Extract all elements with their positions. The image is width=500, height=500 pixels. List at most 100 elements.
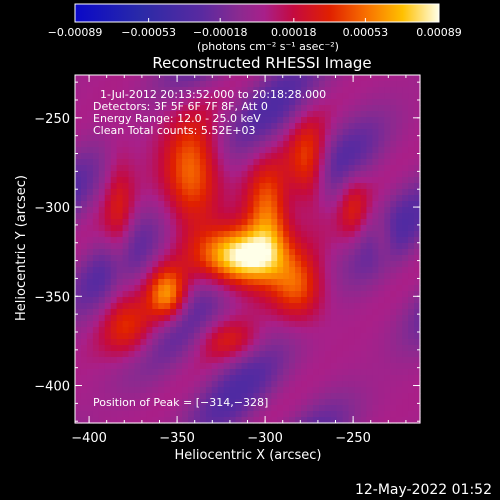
heatmap-cell: [92, 123, 100, 130]
heatmap-cell: [188, 267, 195, 274]
heatmap-cell: [271, 153, 278, 160]
heatmap-cell: [229, 357, 237, 364]
heatmap-cell: [390, 159, 397, 166]
heatmap-cell: [414, 279, 421, 286]
heatmap-cell: [134, 285, 142, 292]
heatmap-cell: [211, 105, 219, 112]
heatmap-cell: [301, 375, 308, 382]
heatmap-cell: [110, 129, 118, 136]
heatmap-cell: [348, 93, 356, 100]
heatmap-cell: [182, 159, 189, 166]
heatmap-cell: [134, 159, 142, 166]
heatmap-cell: [271, 327, 278, 334]
heatmap-cell: [140, 381, 147, 388]
heatmap-cell: [402, 177, 409, 184]
heatmap-cell: [92, 375, 100, 382]
heatmap-cell: [336, 399, 344, 406]
heatmap-cell: [342, 99, 350, 106]
heatmap-cell: [271, 243, 278, 250]
heatmap-cell: [217, 219, 225, 226]
heatmap-cell: [348, 195, 356, 202]
heatmap-cell: [253, 219, 260, 226]
heatmap-cell: [336, 297, 344, 304]
colorbar-tick-label: 0.00089: [416, 26, 462, 39]
heatmap-cell: [92, 81, 100, 88]
heatmap-cell: [408, 93, 415, 100]
heatmap-cell: [116, 267, 124, 274]
heatmap-cell: [247, 393, 255, 400]
heatmap-cell: [366, 405, 374, 412]
heatmap-cell: [360, 411, 368, 418]
heatmap-cell: [128, 339, 136, 346]
heatmap-cell: [205, 225, 213, 232]
heatmap-cell: [295, 381, 302, 388]
heatmap-cell: [211, 285, 219, 292]
heatmap-cell: [372, 189, 379, 196]
heatmap-cell: [330, 405, 338, 412]
heatmap-cell: [134, 339, 142, 346]
heatmap-cell: [211, 255, 219, 262]
heatmap-cell: [283, 201, 290, 208]
heatmap-cell: [414, 195, 421, 202]
heatmap-cell: [241, 171, 249, 178]
heatmap-cell: [324, 273, 332, 280]
heatmap-cell: [247, 195, 255, 202]
heatmap-cell: [104, 231, 112, 238]
heatmap-cell: [283, 105, 290, 112]
heatmap-cell: [205, 159, 213, 166]
heatmap-cell: [330, 75, 338, 82]
heatmap-cell: [396, 135, 403, 142]
heatmap-cell: [98, 87, 106, 94]
heatmap-cell: [92, 261, 100, 268]
heatmap-cell: [193, 369, 201, 376]
heatmap-cell: [360, 183, 368, 190]
heatmap-cell: [354, 393, 362, 400]
heatmap-cell: [92, 147, 100, 154]
heatmap-cell: [378, 201, 385, 208]
heatmap-cell: [152, 141, 159, 148]
heatmap-cell: [360, 345, 368, 352]
heatmap-cell: [366, 273, 374, 280]
heatmap-cell: [98, 177, 106, 184]
heatmap-cell: [271, 207, 278, 214]
heatmap-cell: [199, 333, 207, 340]
heatmap-cell: [342, 171, 350, 178]
heatmap-cell: [318, 291, 326, 298]
heatmap-cell: [330, 183, 338, 190]
heatmap-cell: [98, 165, 106, 172]
heatmap-cell: [301, 117, 308, 124]
heatmap-cell: [384, 387, 391, 394]
heatmap-cell: [152, 93, 159, 100]
heatmap-cell: [354, 405, 362, 412]
heatmap-cell: [318, 381, 326, 388]
heatmap-cell: [408, 117, 415, 124]
heatmap-cell: [402, 111, 409, 118]
heatmap-cell: [134, 225, 142, 232]
heatmap-cell: [342, 261, 350, 268]
heatmap-cell: [188, 213, 195, 220]
heatmap-cell: [265, 333, 272, 340]
heatmap-cell: [104, 213, 112, 220]
heatmap-cell: [164, 213, 171, 220]
heatmap-cell: [188, 105, 195, 112]
heatmap-cell: [199, 243, 207, 250]
heatmap-cell: [312, 87, 320, 94]
heatmap-cell: [134, 195, 142, 202]
heatmap-cell: [164, 195, 171, 202]
heatmap-cell: [295, 393, 302, 400]
heatmap-cell: [384, 87, 391, 94]
heatmap-cell: [92, 153, 100, 160]
heatmap-cell: [134, 381, 142, 388]
heatmap-cell: [104, 243, 112, 250]
heatmap-cell: [229, 339, 237, 346]
heatmap-cell: [235, 141, 243, 148]
heatmap-cell: [128, 201, 136, 208]
heatmap-cell: [205, 81, 213, 88]
heatmap-cell: [396, 219, 403, 226]
heatmap-cell: [283, 117, 290, 124]
heatmap-cell: [80, 225, 88, 232]
heatmap-cell: [348, 351, 356, 358]
heatmap-cell: [229, 147, 237, 154]
heatmap-cell: [199, 339, 207, 346]
heatmap-cell: [318, 105, 326, 112]
